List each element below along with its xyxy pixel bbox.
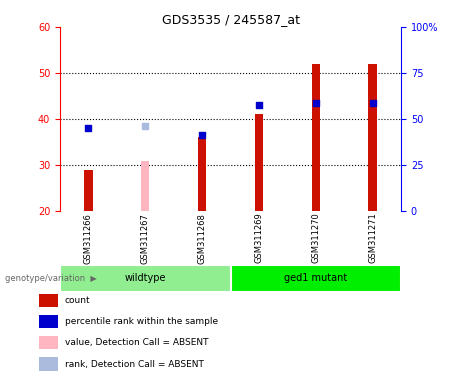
Text: ged1 mutant: ged1 mutant [284,273,348,283]
Text: GSM311266: GSM311266 [84,213,93,263]
Bar [198,137,207,211]
Text: GSM311267: GSM311267 [141,213,150,263]
Point [255,102,263,108]
Text: GSM311271: GSM311271 [368,213,377,263]
Bar [230,265,401,292]
Bar [84,170,93,211]
Title: GDS3535 / 245587_at: GDS3535 / 245587_at [161,13,300,26]
Text: rank, Detection Call = ABSENT: rank, Detection Call = ABSENT [65,359,203,369]
Text: GSM311270: GSM311270 [311,213,320,263]
Bar [312,64,320,211]
Point [198,132,206,138]
Point [369,100,376,106]
Bar [368,64,377,211]
Point [312,100,319,106]
Bar [60,265,230,292]
Bar [141,161,149,211]
Text: count: count [65,296,90,305]
Text: genotype/variation  ▶: genotype/variation ▶ [5,274,96,283]
Text: GSM311268: GSM311268 [198,213,207,263]
Point [85,125,92,131]
Text: wildtype: wildtype [124,273,166,283]
Text: percentile rank within the sample: percentile rank within the sample [65,317,218,326]
Point [142,123,149,129]
Text: GSM311269: GSM311269 [254,213,263,263]
Bar [254,114,263,211]
Text: value, Detection Call = ABSENT: value, Detection Call = ABSENT [65,338,208,348]
